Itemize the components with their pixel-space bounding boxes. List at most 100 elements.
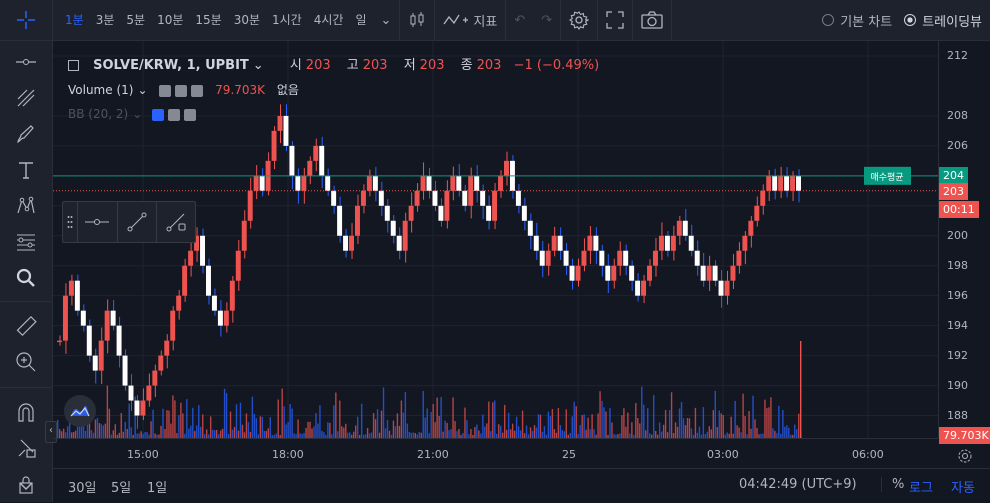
timeframe-5[interactable]: 30분	[233, 13, 260, 27]
volume-chevron-icon[interactable]: ⌄	[137, 83, 148, 97]
range-1d-button[interactable]: 1일	[147, 481, 168, 496]
settings-gear-icon[interactable]	[560, 0, 597, 40]
candle-body	[641, 280, 647, 296]
lock-icon[interactable]	[0, 467, 52, 501]
close-icon[interactable]	[184, 108, 197, 121]
volume-bar	[754, 419, 756, 438]
tradingview-logo-icon[interactable]	[64, 395, 96, 427]
log-scale-button[interactable]: 로그	[909, 481, 933, 496]
volume-bar	[486, 423, 488, 438]
lock-drawings-icon[interactable]	[0, 431, 52, 465]
close-icon[interactable]	[191, 84, 204, 97]
range-30d-button[interactable]: 30일	[68, 481, 97, 496]
magnet-icon[interactable]	[0, 395, 52, 429]
volume-bar	[484, 426, 486, 438]
volume-bar	[607, 434, 609, 438]
auto-scale-button[interactable]: 자동	[951, 481, 975, 496]
collapse-legend-icon[interactable]	[68, 60, 79, 71]
eye-hidden-icon[interactable]	[152, 108, 165, 121]
volume-bar	[511, 423, 514, 438]
chevron-down-icon[interactable]	[16, 476, 36, 496]
candle-body	[724, 280, 730, 296]
sidebar-divider	[0, 387, 52, 388]
volume-bar	[215, 429, 218, 438]
chart-pane[interactable]: 매수평균	[53, 41, 938, 438]
text-tool-icon[interactable]	[0, 153, 52, 187]
symbol-chevron-icon[interactable]: ⌄	[252, 58, 264, 73]
volume-bar	[347, 432, 349, 438]
drag-handle-icon[interactable]	[63, 202, 78, 242]
candle-body	[742, 235, 748, 251]
line-tool-icon[interactable]	[118, 202, 158, 242]
timeframe-4[interactable]: 15분	[195, 13, 222, 27]
trend-line-tool-icon[interactable]	[0, 81, 52, 115]
volume-bar	[474, 427, 476, 438]
time-axis[interactable]: 15:00 18:00 21:00 25 03:00 06:00	[53, 438, 938, 469]
pattern-tool-icon[interactable]	[0, 189, 52, 223]
crosshair-icon[interactable]	[0, 0, 53, 40]
candle-body	[98, 340, 104, 371]
redo-icon[interactable]: ↷	[541, 12, 553, 28]
volume-bar	[732, 433, 734, 438]
timeframe-7[interactable]: 4시간	[313, 13, 344, 27]
settings-icon[interactable]	[168, 108, 181, 121]
volume-bar	[742, 393, 744, 438]
screenshot-camera-icon[interactable]	[632, 0, 671, 40]
volume-bar	[196, 425, 198, 438]
candle-body	[647, 265, 652, 281]
undo-icon[interactable]: ↶	[505, 0, 533, 40]
axis-settings-gear-icon[interactable]	[956, 447, 974, 465]
volume-bar	[505, 429, 508, 438]
zoom-in-icon[interactable]	[0, 345, 52, 379]
candle-body	[283, 115, 289, 146]
percent-scale-button[interactable]: %	[881, 477, 904, 492]
basic-chart-radio[interactable]: 기본 차트	[822, 11, 892, 30]
volume-bar	[629, 433, 631, 438]
volume-bar	[424, 417, 426, 438]
range-5d-button[interactable]: 5일	[111, 481, 132, 496]
symbol-name[interactable]: SOLVE/KRW, 1, UPBIT	[93, 58, 249, 73]
fullscreen-icon[interactable]	[597, 0, 632, 40]
volume-bar	[225, 393, 228, 438]
timeframe-dropdown-chevron-icon[interactable]: ⌄	[380, 12, 392, 28]
brush-tool-icon[interactable]	[0, 117, 52, 151]
horizontal-ray-tool-icon[interactable]	[78, 202, 118, 242]
volume-bar	[303, 432, 305, 438]
ruler-measure-icon[interactable]	[0, 309, 52, 343]
volume-bar	[494, 400, 496, 438]
bb-chevron-icon[interactable]: ⌄	[132, 107, 143, 121]
eye-icon[interactable]	[159, 84, 172, 97]
search-zoom-icon[interactable]	[0, 261, 52, 295]
price-axis[interactable]: 2122082062022001981961941921901882042030…	[938, 41, 990, 444]
settings-icon[interactable]	[175, 84, 188, 97]
volume-bar	[589, 429, 591, 438]
timeframe-6[interactable]: 1시간	[272, 13, 302, 27]
volume-legend: Volume (1) ⌄ 79.703K 없음	[68, 83, 299, 97]
volume-bar	[577, 434, 579, 438]
candle-style-icon[interactable]	[399, 0, 434, 40]
timeframe-2[interactable]: 5분	[126, 13, 146, 27]
timeframe-0[interactable]: 1분	[65, 13, 84, 27]
timeframe-8[interactable]: 일	[355, 13, 367, 27]
timeframe-1[interactable]: 3분	[95, 13, 115, 27]
volume-bar	[351, 434, 353, 438]
time-tick-label: 03:00	[707, 448, 739, 461]
volume-bar	[519, 430, 522, 438]
extended-line-tool-icon[interactable]	[157, 202, 195, 242]
fib-tool-icon[interactable]	[0, 225, 52, 259]
volume-bar	[752, 395, 754, 438]
tradingview-radio[interactable]: 트레이딩뷰	[904, 11, 982, 30]
volume-bar	[150, 421, 152, 438]
candle-body	[116, 325, 122, 356]
timeframe-3[interactable]: 10분	[157, 13, 184, 27]
indicators-button[interactable]: 지표	[434, 0, 505, 40]
volume-bar	[267, 428, 269, 438]
candle-body	[360, 190, 366, 206]
horizontal-line-tool-icon[interactable]	[0, 45, 52, 79]
collapse-sidebar-chevron-icon[interactable]: ‹	[45, 421, 57, 443]
timezone-clock[interactable]: 04:42:49 (UTC+9)	[739, 477, 857, 492]
volume-bar	[108, 408, 111, 438]
volume-bar	[778, 405, 780, 438]
symbol-legend: SOLVE/KRW, 1, UPBIT ⌄ 시 203 고 203 저 203 종 203…	[68, 54, 603, 73]
candle-body	[396, 235, 402, 251]
